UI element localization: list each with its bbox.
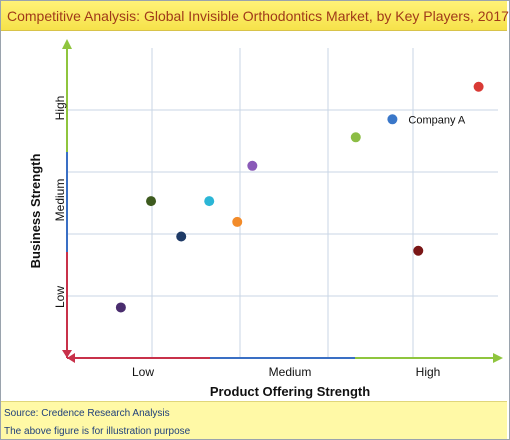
data-point [176,231,187,242]
y-tick-label: Medium [53,179,67,222]
x-tick-label: High [416,365,441,379]
data-point-label: Company A [408,114,466,126]
y-axis-label: Business Strength [28,154,43,269]
x-tick-label: Low [132,365,154,379]
data-point [204,196,215,207]
x-axis-origin-arrow [67,353,75,363]
point-labels: Company A [408,114,466,126]
x-axis-label: Product Offering Strength [210,384,370,399]
grid-lines [67,48,498,358]
data-point [413,245,424,256]
data-point [247,160,258,171]
data-point [387,114,398,125]
y-axis-origin-arrow [62,350,72,358]
data-point [232,216,243,227]
source-note: Source: Credence Research Analysis [4,408,170,419]
data-point [473,81,484,92]
chart-footer: Source: Credence Research Analysis The a… [1,401,507,439]
y-tick-label: Low [53,286,67,308]
data-point [350,132,361,143]
data-point [115,302,126,313]
data-points [115,81,484,313]
y-tick-label: High [53,96,67,121]
chart-title: Competitive Analysis: Global Invisible O… [1,1,509,31]
tick-labels: Low Medium High Low Medium High [53,96,440,379]
axes [62,39,503,363]
illustration-note: The above figure is for illustration pur… [4,426,191,437]
x-tick-label: Medium [269,365,312,379]
scatter-chart: Low Medium High Low Medium High Company A Pro… [28,39,503,399]
data-point [146,196,157,207]
